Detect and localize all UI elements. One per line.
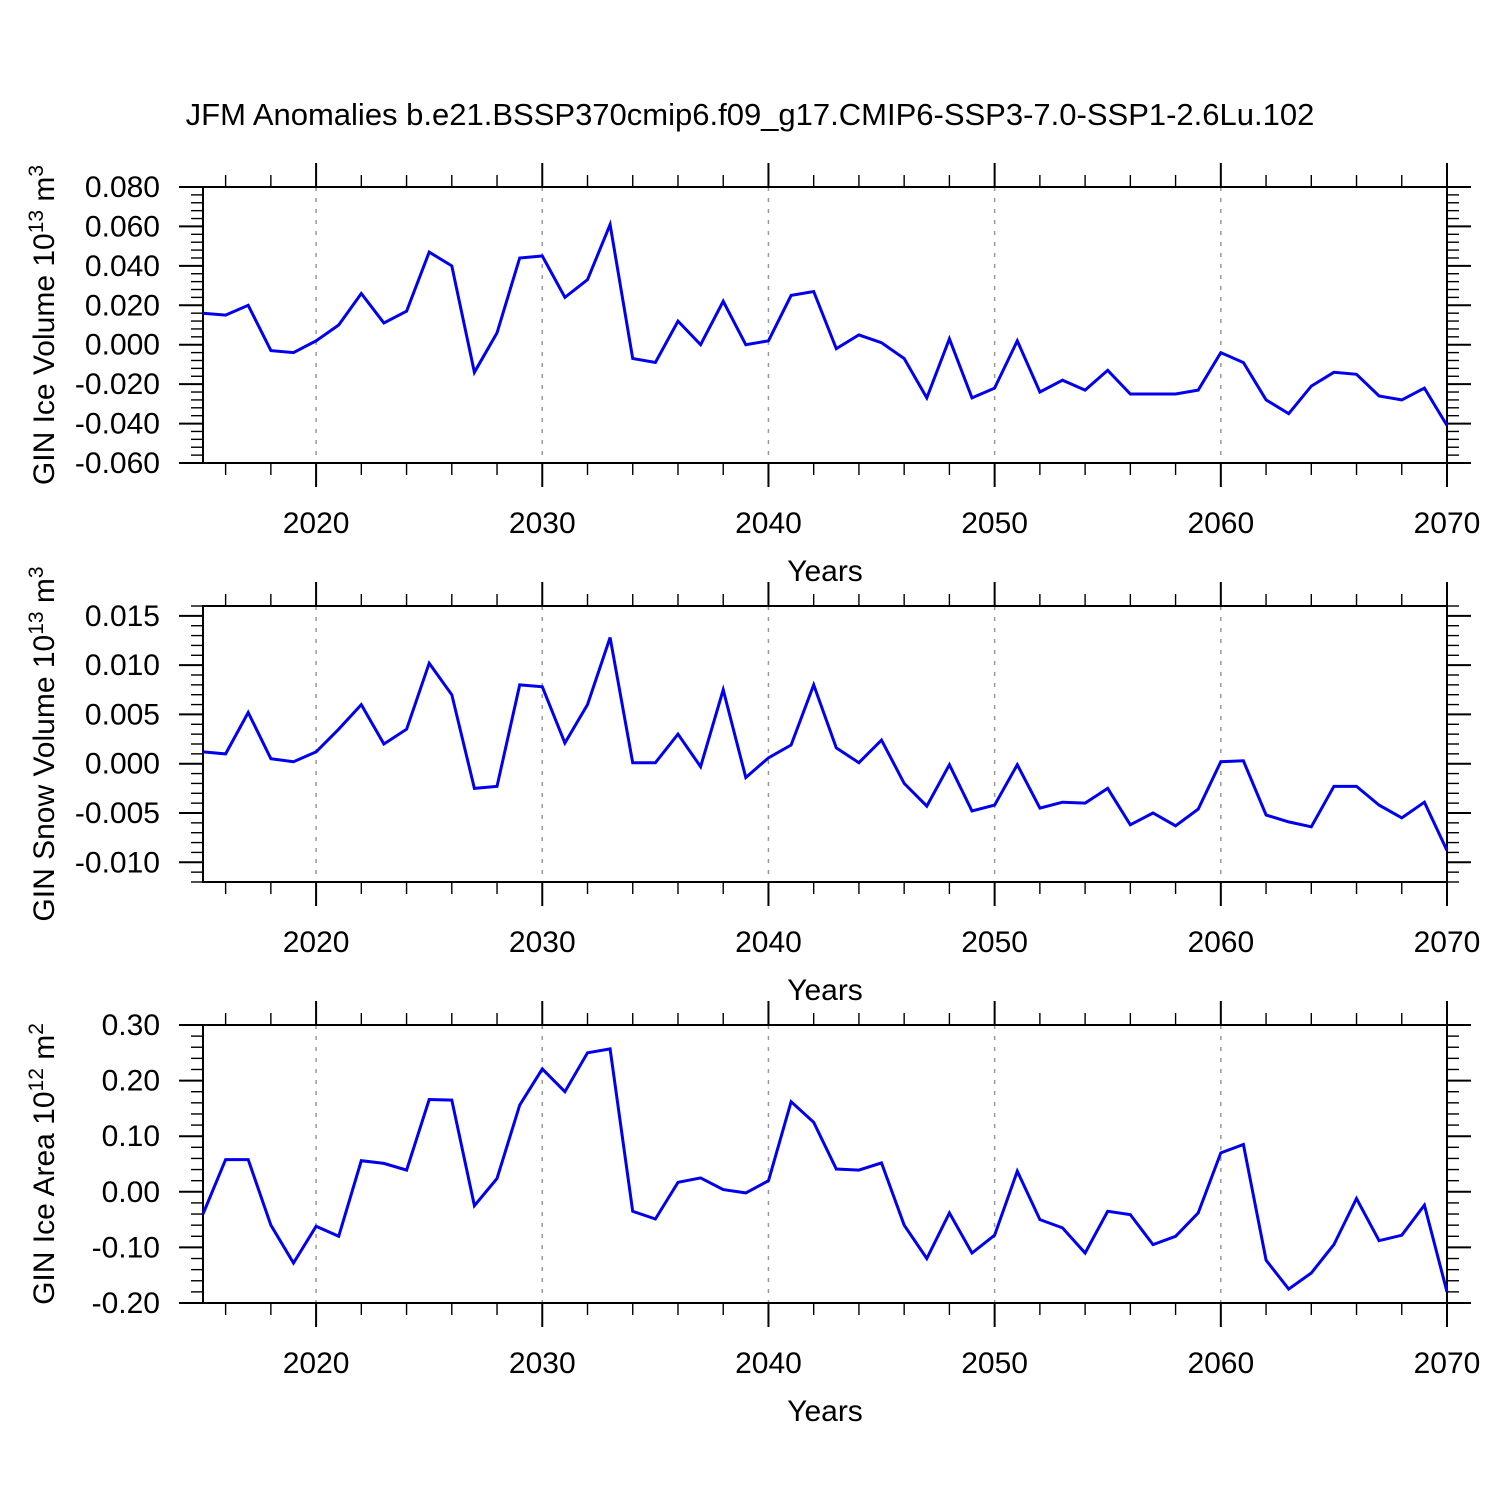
x-tick-label: 2070 (1414, 1347, 1481, 1380)
y-tick-label: 0.10 (102, 1120, 160, 1153)
x-tick-label: 2040 (735, 1347, 802, 1380)
x-tick-label: 2060 (1187, 507, 1254, 540)
x-tick-label: 2050 (961, 507, 1028, 540)
y-tick-label: 0.015 (85, 600, 160, 633)
x-tick-label: 2050 (961, 1347, 1028, 1380)
y-tick-label: 0.020 (85, 289, 160, 322)
panel-gin-ice-volume-y-tick-labels: 0.080 0.060 0.040 0.020 0.000 -0.020 -0.040 -0.… (75, 171, 160, 480)
x-tick-label: 2070 (1414, 507, 1481, 540)
panel-gin-ice-volume-ticks (179, 163, 1471, 487)
panel-gin-ice-volume: 0.080 0.060 0.040 0.020 0.000 -0.020 -0.040 -0.… (25, 163, 1480, 588)
panel-gin-ice-volume-x-axis-title: Years (787, 555, 863, 588)
panel-gin-ice-area-series-line (201, 1047, 1449, 1293)
y-tick-label: -0.020 (75, 368, 160, 401)
y-tick-label: -0.20 (92, 1287, 160, 1320)
y-tick-label: -0.060 (75, 447, 160, 480)
y-tick-label: -0.005 (75, 797, 160, 830)
x-tick-label: 2040 (735, 507, 802, 540)
y-tick-label: 0.080 (85, 171, 160, 204)
figure-title: JFM Anomalies b.e21.BSSP370cmip6.f09_g17… (185, 97, 1315, 132)
x-tick-label: 2020 (283, 926, 350, 959)
panel-gin-ice-volume-y-axis-title: GIN Ice Volume 1013 m3 (25, 165, 61, 485)
panel-gin-snow-volume-frame (202, 605, 1448, 883)
x-tick-label: 2030 (509, 1347, 576, 1380)
x-tick-label: 2020 (283, 507, 350, 540)
panel-gin-ice-area-ticks (179, 1001, 1471, 1327)
y-tick-label: -0.010 (75, 846, 160, 879)
panel-gin-snow-volume-gridlines (315, 606, 1222, 882)
y-tick-label: 0.040 (85, 250, 160, 283)
y-tick-label: 0.30 (102, 1009, 160, 1042)
panel-gin-ice-area-gridlines (315, 1025, 1222, 1303)
panel-gin-snow-volume-ticks (179, 582, 1471, 906)
y-tick-label: 0.005 (85, 698, 160, 731)
y-tick-label: -0.10 (92, 1231, 160, 1264)
y-tick-label: 0.00 (102, 1176, 160, 1209)
panel-gin-ice-volume-x-tick-labels: 2020 2030 2040 2050 2060 2070 (283, 507, 1481, 540)
panel-gin-ice-volume-gridlines (315, 187, 1222, 463)
panel-gin-ice-area-y-axis-title: GIN Ice Area 1012 m2 (25, 1023, 61, 1305)
panel-gin-snow-volume-x-tick-labels: 2020 2030 2040 2050 2060 2070 (283, 926, 1481, 959)
y-tick-label: 0.000 (85, 748, 160, 781)
x-tick-label: 2030 (509, 926, 576, 959)
x-tick-label: 2060 (1187, 1347, 1254, 1380)
y-tick-label: 0.20 (102, 1065, 160, 1098)
panel-gin-ice-area-x-axis-title: Years (787, 1395, 863, 1428)
x-tick-label: 2020 (283, 1347, 350, 1380)
x-tick-label: 2030 (509, 507, 576, 540)
panel-gin-snow-volume: 0.015 0.010 0.005 0.000 -0.005 -0.010 2020 2030… (25, 566, 1480, 1007)
x-tick-label: 2070 (1414, 926, 1481, 959)
panel-gin-snow-volume-x-axis-title: Years (787, 974, 863, 1007)
panel-gin-ice-area-y-tick-labels: 0.30 0.20 0.10 0.00 -0.10 -0.20 (92, 1009, 160, 1320)
panel-gin-snow-volume-y-axis-title: GIN Snow Volume 1013 m3 (25, 566, 61, 921)
y-tick-label: -0.040 (75, 408, 160, 441)
y-tick-label: 0.010 (85, 649, 160, 682)
x-tick-label: 2040 (735, 926, 802, 959)
panel-gin-ice-volume-frame (202, 186, 1448, 464)
panel-gin-ice-area-frame (202, 1024, 1448, 1304)
y-tick-label: 0.000 (85, 329, 160, 362)
x-tick-label: 2050 (961, 926, 1028, 959)
panel-gin-snow-volume-y-tick-labels: 0.015 0.010 0.005 0.000 -0.005 -0.010 (75, 600, 160, 879)
panel-gin-snow-volume-series-line (202, 637, 1449, 852)
panel-gin-ice-area-x-tick-labels: 2020 2030 2040 2050 2060 2070 (283, 1347, 1481, 1380)
y-tick-label: 0.060 (85, 210, 160, 243)
panel-gin-ice-volume-series-line (202, 219, 1449, 427)
x-tick-label: 2060 (1187, 926, 1254, 959)
